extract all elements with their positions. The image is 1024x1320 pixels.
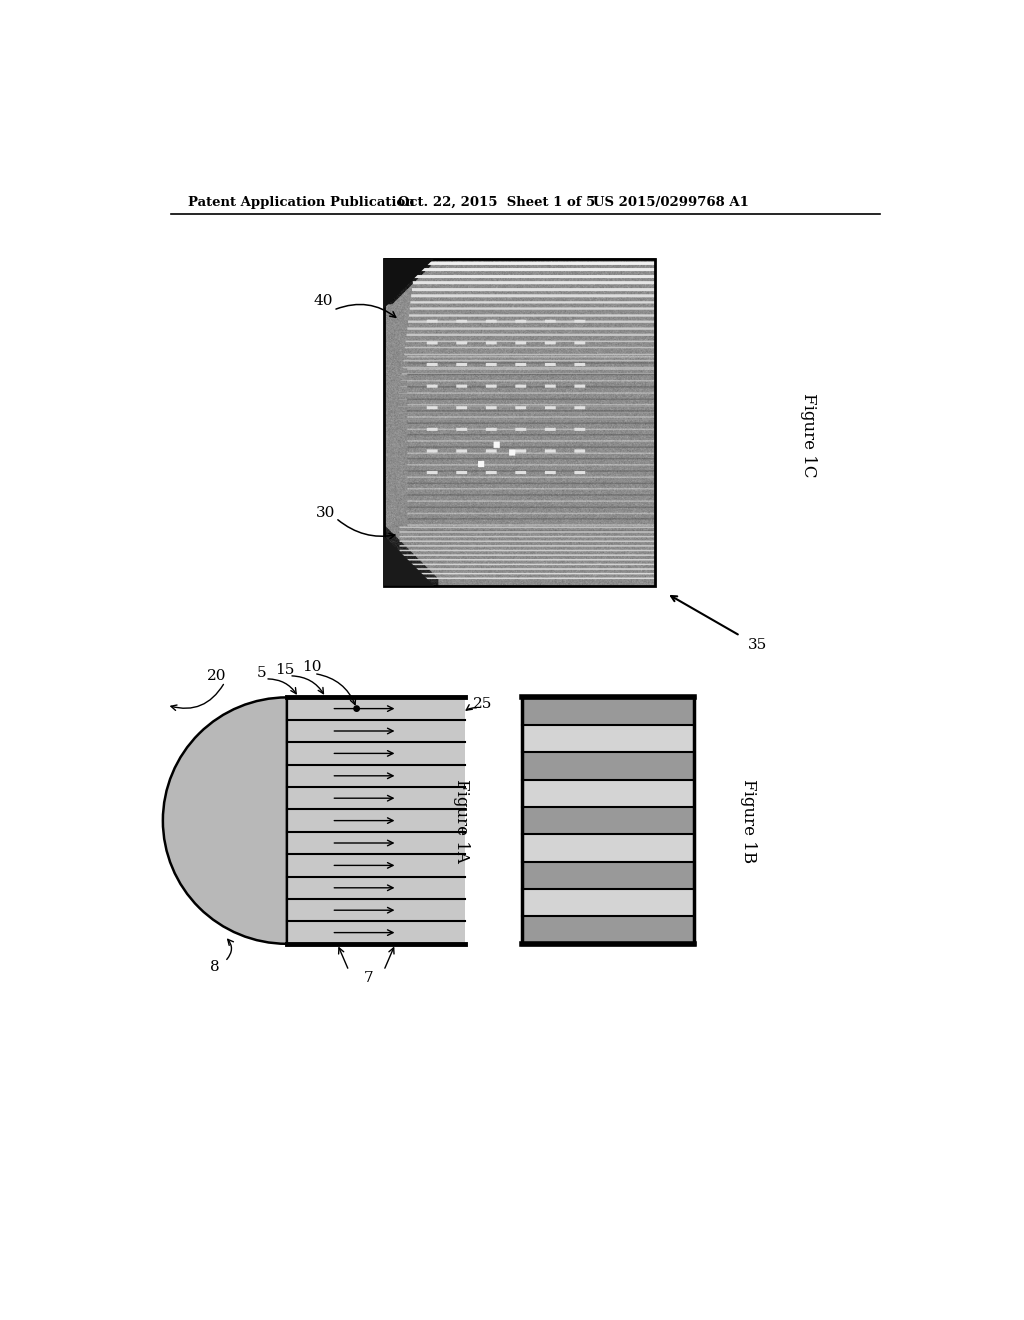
Bar	[521, 752, 693, 780]
Bar	[521, 697, 693, 944]
Polygon shape	[384, 536, 434, 586]
Text: Patent Application Publication: Patent Application Publication	[188, 195, 415, 209]
Text: 10: 10	[302, 660, 322, 675]
Text: 30: 30	[316, 506, 335, 520]
Bar	[287, 697, 465, 944]
Text: 25: 25	[473, 697, 493, 710]
Text: Oct. 22, 2015  Sheet 1 of 5: Oct. 22, 2015 Sheet 1 of 5	[397, 195, 595, 209]
Text: 8: 8	[210, 960, 219, 974]
Bar	[384, 259, 655, 586]
Text: 35: 35	[748, 638, 767, 652]
Bar	[521, 780, 693, 807]
Text: 40: 40	[313, 294, 333, 308]
Polygon shape	[384, 259, 434, 309]
Bar	[521, 725, 693, 752]
Bar	[521, 697, 693, 725]
Text: US 2015/0299768 A1: US 2015/0299768 A1	[593, 195, 749, 209]
Bar	[521, 916, 693, 944]
Text: 15: 15	[274, 663, 294, 677]
Bar	[521, 834, 693, 862]
Wedge shape	[163, 697, 287, 944]
Text: Figure 1C: Figure 1C	[800, 393, 817, 478]
Bar	[521, 890, 693, 916]
Text: 20: 20	[208, 669, 227, 682]
Text: Figure 1B: Figure 1B	[739, 779, 757, 863]
Text: Figure 1A: Figure 1A	[453, 779, 470, 862]
Circle shape	[354, 706, 359, 711]
Text: 7: 7	[364, 972, 373, 986]
Text: 5: 5	[256, 665, 266, 680]
Bar	[521, 862, 693, 890]
Bar	[521, 807, 693, 834]
